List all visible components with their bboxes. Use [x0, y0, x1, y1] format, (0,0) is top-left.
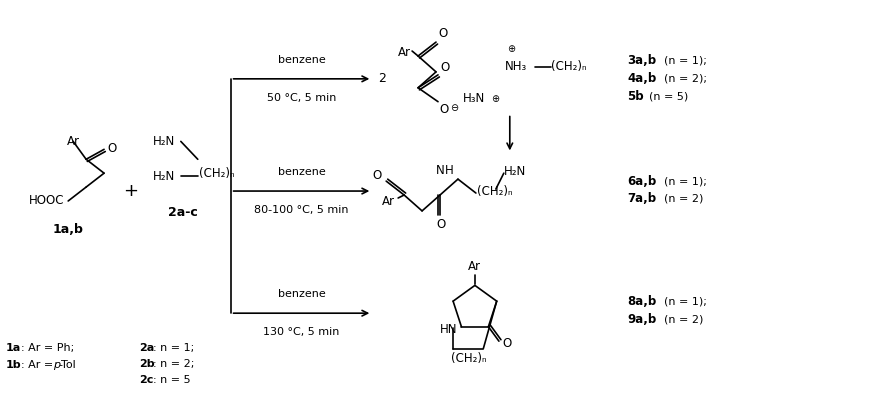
Text: O: O: [440, 61, 449, 74]
Text: HOOC: HOOC: [28, 194, 64, 208]
Text: ⊕: ⊕: [491, 94, 499, 104]
Text: Ar: Ar: [66, 135, 80, 148]
Text: O: O: [107, 142, 116, 155]
Text: +: +: [123, 182, 138, 200]
Text: Ar: Ar: [382, 195, 395, 208]
Text: 2c: 2c: [139, 375, 153, 385]
Text: 5b: 5b: [627, 90, 644, 103]
Text: p: p: [53, 360, 60, 370]
Text: O: O: [437, 218, 446, 231]
Text: : n = 2;: : n = 2;: [153, 359, 194, 369]
Text: NH₃: NH₃: [505, 61, 527, 73]
Text: (n = 1);: (n = 1);: [664, 56, 707, 66]
Text: O: O: [501, 337, 511, 350]
Text: H: H: [446, 164, 454, 177]
Text: : n = 5: : n = 5: [153, 375, 190, 385]
Text: (CH₂)ₙ: (CH₂)ₙ: [198, 167, 235, 180]
Text: N: N: [436, 164, 445, 177]
Text: (n = 5): (n = 5): [649, 92, 688, 102]
Text: 6a,b: 6a,b: [627, 175, 657, 188]
Text: 1a,b: 1a,b: [53, 223, 83, 236]
Text: O: O: [438, 27, 447, 40]
Text: 1b: 1b: [5, 360, 21, 370]
Text: (CH₂)ₙ: (CH₂)ₙ: [452, 352, 487, 365]
Text: (n = 2): (n = 2): [664, 194, 703, 204]
Text: ⊖: ⊖: [450, 103, 458, 112]
Text: 3a,b: 3a,b: [627, 55, 657, 67]
Text: 4a,b: 4a,b: [627, 72, 657, 86]
Text: (n = 1);: (n = 1);: [664, 296, 707, 306]
Text: Ar: Ar: [469, 261, 481, 274]
Text: 2a-c: 2a-c: [168, 206, 198, 219]
Text: (CH₂)ₙ: (CH₂)ₙ: [477, 185, 512, 198]
Text: -Tol: -Tol: [58, 360, 76, 370]
Text: Ar: Ar: [398, 46, 411, 59]
Text: : n = 1;: : n = 1;: [153, 343, 194, 353]
Text: 1a: 1a: [5, 343, 20, 353]
Text: 2: 2: [378, 72, 386, 86]
Text: H₂N: H₂N: [153, 169, 175, 183]
Text: ⊕: ⊕: [507, 44, 515, 54]
Text: benzene: benzene: [277, 55, 325, 65]
Text: : Ar = Ph;: : Ar = Ph;: [21, 343, 74, 353]
Text: 80-100 °C, 5 min: 80-100 °C, 5 min: [254, 205, 349, 215]
Text: (n = 2);: (n = 2);: [664, 74, 707, 84]
Text: 2b: 2b: [139, 359, 154, 369]
Text: O: O: [439, 103, 448, 116]
Text: 7a,b: 7a,b: [627, 192, 657, 206]
Text: H₂N: H₂N: [153, 135, 175, 148]
Text: benzene: benzene: [277, 289, 325, 299]
Text: 50 °C, 5 min: 50 °C, 5 min: [267, 93, 336, 103]
Text: H₃N: H₃N: [463, 92, 486, 105]
Text: (n = 2): (n = 2): [664, 314, 703, 324]
Text: 8a,b: 8a,b: [627, 295, 657, 308]
Text: : Ar =: : Ar =: [21, 360, 57, 370]
Text: 2a: 2a: [139, 343, 154, 353]
Text: O: O: [372, 169, 381, 182]
Text: benzene: benzene: [277, 167, 325, 177]
Text: H₂N: H₂N: [504, 165, 526, 178]
Text: 130 °C, 5 min: 130 °C, 5 min: [263, 327, 339, 337]
Text: 9a,b: 9a,b: [627, 313, 657, 326]
Text: HN: HN: [439, 323, 457, 336]
Text: (n = 1);: (n = 1);: [664, 176, 707, 186]
Text: (CH₂)ₙ: (CH₂)ₙ: [551, 61, 587, 73]
